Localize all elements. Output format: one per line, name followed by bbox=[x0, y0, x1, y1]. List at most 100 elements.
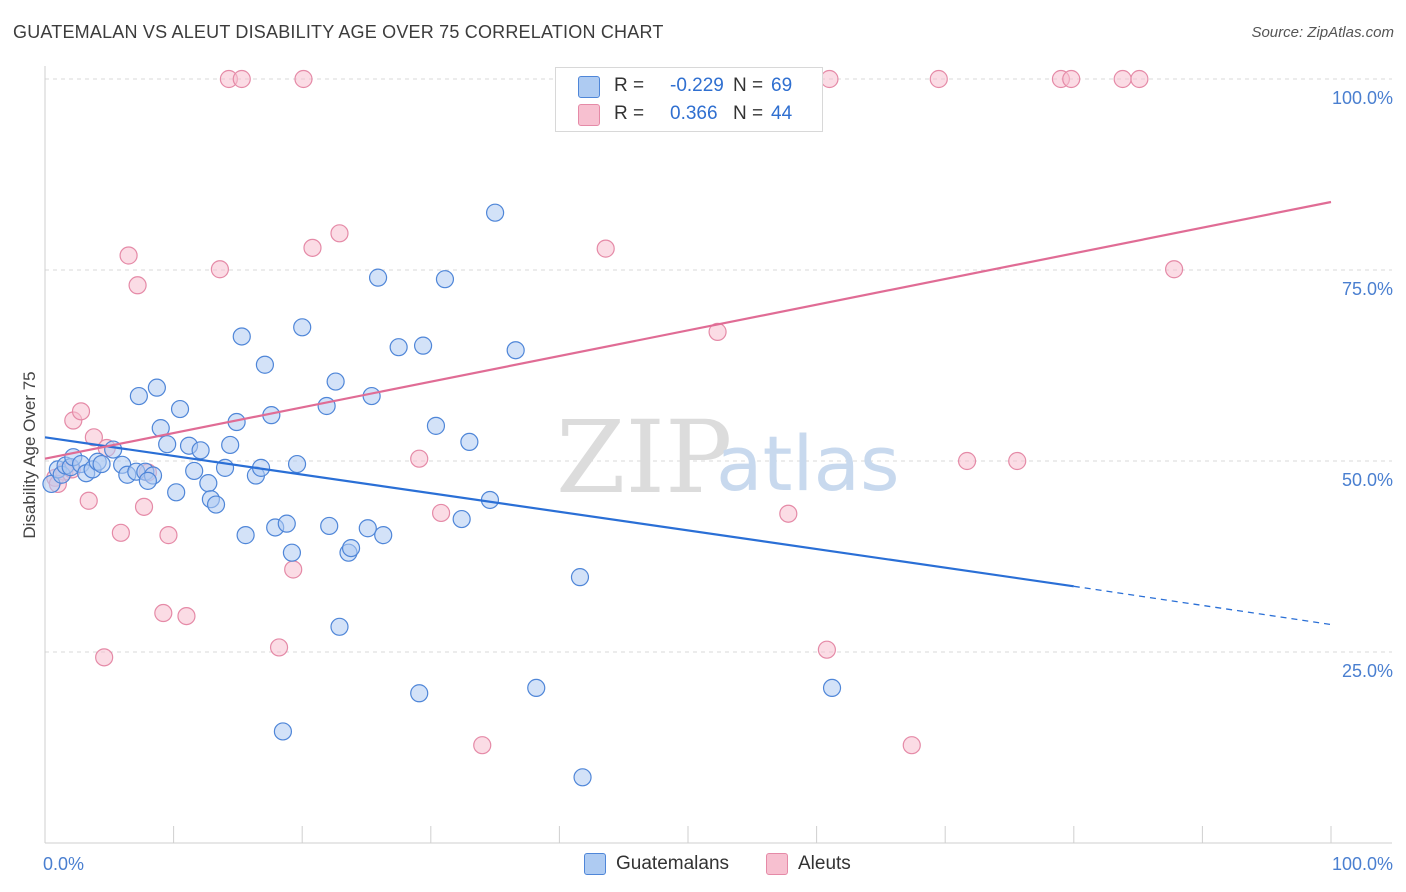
guatemalan-point bbox=[374, 526, 393, 545]
aleut-point bbox=[330, 224, 349, 243]
y-tick-label: 100.0% bbox=[1332, 88, 1393, 108]
aleut-point bbox=[820, 69, 839, 89]
aleut-point bbox=[779, 504, 798, 523]
aleut-point bbox=[902, 736, 921, 755]
legend-n-label: N = bbox=[733, 103, 764, 124]
aleut-point bbox=[232, 69, 251, 89]
guatemalans-trend-line bbox=[44, 436, 1074, 588]
source-label: Source: ZipAtlas.com bbox=[1251, 24, 1394, 41]
guatemalan-point bbox=[330, 617, 349, 636]
legend-swatch-blue bbox=[578, 76, 600, 98]
guatemalan-point bbox=[362, 386, 381, 406]
legend-r-value: -0.229 bbox=[670, 75, 724, 96]
y-tick-labels: 25.0% 50.0% 75.0% 100.0% bbox=[1332, 88, 1393, 681]
aleut-point bbox=[1062, 69, 1081, 89]
guatemalan-point bbox=[277, 514, 296, 533]
aleut-point bbox=[929, 69, 948, 89]
guatemalan-point bbox=[573, 768, 592, 787]
grid-lines bbox=[45, 78, 1392, 653]
guatemalan-point bbox=[358, 519, 377, 538]
guatemalan-point bbox=[129, 386, 148, 406]
aleut-point bbox=[303, 238, 322, 257]
guatemalan-point bbox=[293, 318, 312, 337]
guatemalan-point bbox=[452, 509, 471, 529]
guatemalan-point bbox=[236, 526, 255, 545]
x-tick-labels: 0.0% 100.0% bbox=[43, 854, 1393, 874]
guatemalan-point bbox=[413, 336, 433, 355]
axes bbox=[44, 66, 1392, 844]
aleut-point bbox=[111, 523, 130, 542]
watermark: ZIP atlas bbox=[556, 399, 900, 516]
aleut-point bbox=[410, 449, 429, 468]
guatemalan-point bbox=[822, 678, 842, 698]
guatemalans-points bbox=[42, 203, 842, 787]
legend-r-label: R = bbox=[614, 75, 645, 96]
legend-n-label: N = bbox=[733, 75, 764, 96]
guatemalan-point bbox=[255, 355, 275, 374]
aleut-point bbox=[128, 276, 147, 295]
guatemalan-point bbox=[191, 441, 210, 460]
aleuts-trend-line bbox=[44, 200, 1332, 460]
guatemalan-point bbox=[287, 454, 307, 474]
guatemalan-point bbox=[206, 495, 226, 514]
guatemalans-trend-extension bbox=[1073, 585, 1332, 626]
aleut-point bbox=[1113, 69, 1132, 89]
aleut-point bbox=[817, 640, 836, 659]
guatemalan-point bbox=[486, 203, 505, 222]
y-tick-label: 25.0% bbox=[1342, 661, 1393, 681]
guatemalan-point bbox=[282, 543, 302, 562]
aleut-point bbox=[154, 603, 173, 623]
legend-r-value: 0.366 bbox=[670, 103, 718, 124]
aleut-point bbox=[159, 526, 178, 545]
watermark-zip: ZIP bbox=[556, 399, 732, 516]
guatemalan-point bbox=[273, 722, 293, 741]
aleut-point bbox=[119, 246, 138, 265]
guatemalan-point bbox=[167, 483, 186, 502]
guatemalan-point bbox=[435, 270, 455, 289]
guatemalan-point bbox=[221, 435, 240, 455]
aleut-point bbox=[957, 451, 977, 471]
guatemalan-point bbox=[317, 396, 336, 416]
x-tick-label: 0.0% bbox=[43, 854, 84, 874]
aleut-point bbox=[177, 606, 196, 626]
aleut-point bbox=[1165, 260, 1184, 279]
guatemalan-point bbox=[368, 268, 388, 287]
trend-lines bbox=[44, 200, 1332, 626]
y-axis-label: Disability Age Over 75 bbox=[20, 371, 39, 538]
legend-swatch-pink bbox=[578, 104, 600, 126]
x-tick-label: 100.0% bbox=[1332, 854, 1393, 874]
guatemalan-point bbox=[426, 416, 446, 435]
aleut-point bbox=[79, 491, 98, 510]
guatemalan-point bbox=[185, 461, 204, 481]
y-tick-label: 75.0% bbox=[1342, 279, 1393, 299]
guatemalan-point bbox=[460, 432, 479, 451]
guatemalan-point bbox=[527, 678, 546, 698]
aleut-point bbox=[596, 239, 615, 258]
guatemalan-point bbox=[506, 341, 525, 360]
guatemalan-point bbox=[199, 474, 218, 493]
guatemalan-point bbox=[570, 568, 590, 587]
guatemalan-point bbox=[341, 538, 361, 558]
y-tick-label: 50.0% bbox=[1342, 470, 1393, 490]
guatemalan-point bbox=[389, 338, 408, 357]
legend-swatch-pink bbox=[766, 853, 788, 875]
guatemalan-point bbox=[138, 471, 157, 490]
legend-label-guatemalans: Guatemalans bbox=[616, 853, 730, 874]
aleut-point bbox=[294, 69, 313, 89]
aleut-point bbox=[134, 497, 154, 516]
watermark-atlas: atlas bbox=[716, 419, 900, 508]
guatemalan-point bbox=[320, 516, 339, 536]
guatemalan-point bbox=[326, 372, 345, 391]
aleut-point bbox=[84, 428, 103, 447]
guatemalan-point bbox=[410, 684, 429, 703]
aleut-point bbox=[284, 560, 303, 579]
chart-title: GUATEMALAN VS ALEUT DISABILITY AGE OVER … bbox=[13, 22, 664, 42]
aleut-point bbox=[1130, 69, 1149, 89]
guatemalan-point bbox=[158, 435, 177, 454]
aleut-point bbox=[71, 402, 91, 421]
stats-legend: R = -0.229 N = 69 R = 0.366 N = 44 bbox=[555, 67, 823, 132]
guatemalan-point bbox=[147, 378, 166, 397]
legend-swatch-blue bbox=[584, 853, 606, 875]
legend-label-aleuts: Aleuts bbox=[798, 853, 851, 874]
